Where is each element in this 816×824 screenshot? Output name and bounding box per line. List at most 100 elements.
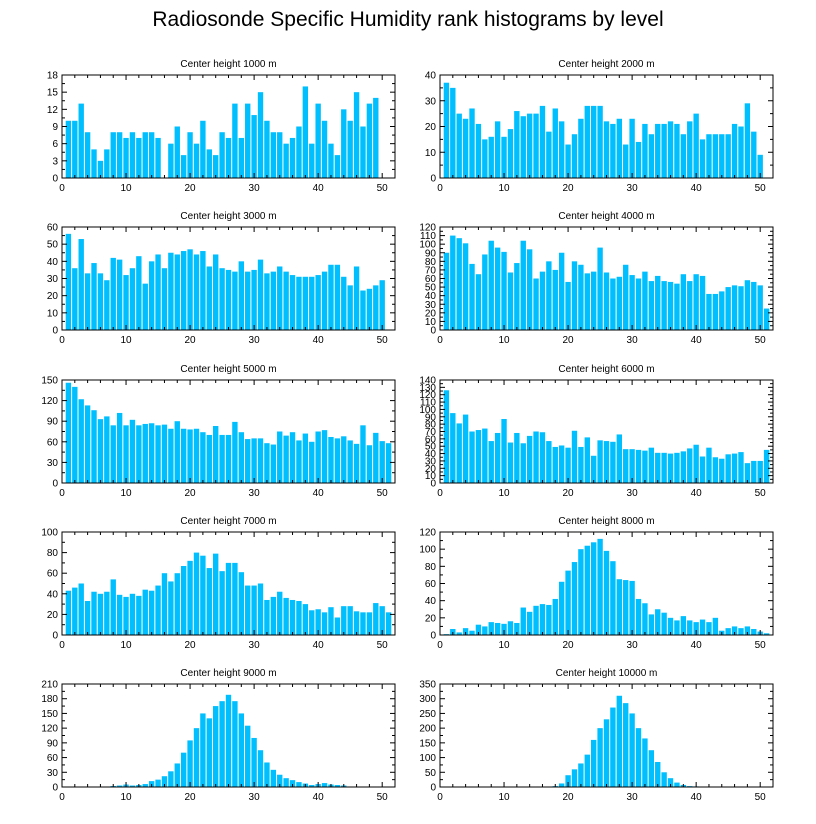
x-tick-label: 40	[313, 183, 325, 194]
bar	[591, 105, 597, 178]
bar	[245, 103, 251, 178]
y-tick-label: 40	[425, 291, 437, 302]
bar	[687, 121, 693, 178]
bar	[78, 583, 84, 635]
bar	[591, 542, 597, 635]
x-tick-label: 30	[249, 335, 261, 346]
x-tick-label: 30	[627, 335, 639, 346]
bar	[674, 283, 680, 330]
bar	[546, 131, 552, 178]
bar	[450, 235, 456, 330]
bar	[136, 595, 142, 635]
bar	[110, 132, 116, 178]
y-tick-label: 10	[425, 148, 437, 159]
bar	[353, 443, 360, 483]
bar	[680, 616, 687, 635]
bar	[565, 775, 571, 787]
x-tick-label: 20	[185, 335, 197, 346]
bar	[674, 782, 680, 787]
bar	[635, 141, 642, 178]
bar	[104, 280, 110, 330]
figure-title: Radiosonde Specific Humidity rank histog…	[152, 8, 664, 31]
bar	[213, 254, 219, 330]
bar	[488, 240, 494, 330]
bar	[341, 276, 347, 330]
bar	[546, 261, 552, 330]
bar	[731, 453, 738, 483]
bar	[251, 115, 257, 178]
bar	[353, 266, 360, 330]
bar	[168, 252, 174, 330]
bar	[104, 591, 110, 635]
bar	[629, 449, 635, 483]
bar	[289, 432, 296, 483]
bar	[110, 257, 116, 330]
panel-10: Center height 10000 m 0 10 20 30 40 50 0 50 100 15…	[419, 668, 774, 803]
y-tick-label: 110	[420, 398, 436, 409]
bar	[257, 259, 264, 330]
bar	[84, 132, 91, 178]
x-tick-label: 50	[377, 488, 389, 499]
bar	[148, 590, 155, 635]
bar	[360, 612, 366, 635]
bar	[193, 552, 200, 635]
y-tick-label: 30	[47, 458, 59, 469]
bar	[763, 633, 770, 635]
bar	[533, 431, 539, 483]
y-tick-label: 20	[425, 464, 437, 475]
bar	[142, 589, 148, 635]
y-tick-label: 0	[52, 783, 58, 794]
panel-4: Center height 4000 m0 10 20 30 40 50010203040…	[419, 211, 774, 346]
bar	[578, 763, 584, 787]
bar	[161, 573, 168, 635]
y-tick-label: 80	[425, 257, 437, 268]
bar	[610, 441, 616, 483]
bar	[283, 435, 289, 483]
bar	[155, 254, 161, 330]
y-tick-label: 100	[419, 240, 436, 251]
bar	[501, 418, 507, 483]
bar	[187, 429, 193, 483]
bar	[161, 776, 168, 787]
y-tick-label: 40	[425, 449, 437, 460]
bar	[526, 611, 533, 635]
x-tick-label: 50	[755, 488, 767, 499]
bar	[104, 149, 110, 178]
bar	[334, 264, 341, 330]
bar	[97, 273, 104, 330]
bar	[520, 116, 526, 178]
bar	[738, 452, 744, 483]
bar	[571, 134, 578, 178]
bar	[347, 120, 353, 178]
bar	[469, 108, 475, 178]
x-tick-label: 40	[313, 792, 325, 803]
bar	[629, 118, 635, 178]
bar	[629, 713, 635, 787]
x-tick-label: 40	[313, 640, 325, 651]
bar	[533, 278, 539, 330]
bar	[494, 121, 501, 178]
bar	[168, 581, 174, 635]
bar	[603, 550, 610, 635]
bar	[232, 271, 238, 330]
x-tick-label: 0	[437, 792, 443, 803]
bar	[97, 419, 104, 483]
bar	[514, 622, 520, 635]
bar	[251, 737, 257, 787]
bar	[456, 113, 462, 178]
bar	[494, 432, 501, 483]
x-tick-label: 30	[249, 488, 261, 499]
bar	[353, 611, 360, 635]
bar	[245, 439, 251, 483]
y-tick-label: 150	[41, 709, 58, 720]
bar	[385, 612, 392, 635]
bar	[180, 155, 187, 178]
bar	[533, 605, 539, 635]
y-tick-label: 80	[425, 420, 437, 431]
bar	[219, 434, 225, 483]
bar	[757, 285, 763, 330]
panel-title: Center height 9000 m	[180, 668, 276, 679]
bar	[200, 713, 206, 787]
bar	[84, 405, 91, 483]
x-tick-label: 40	[691, 640, 703, 651]
